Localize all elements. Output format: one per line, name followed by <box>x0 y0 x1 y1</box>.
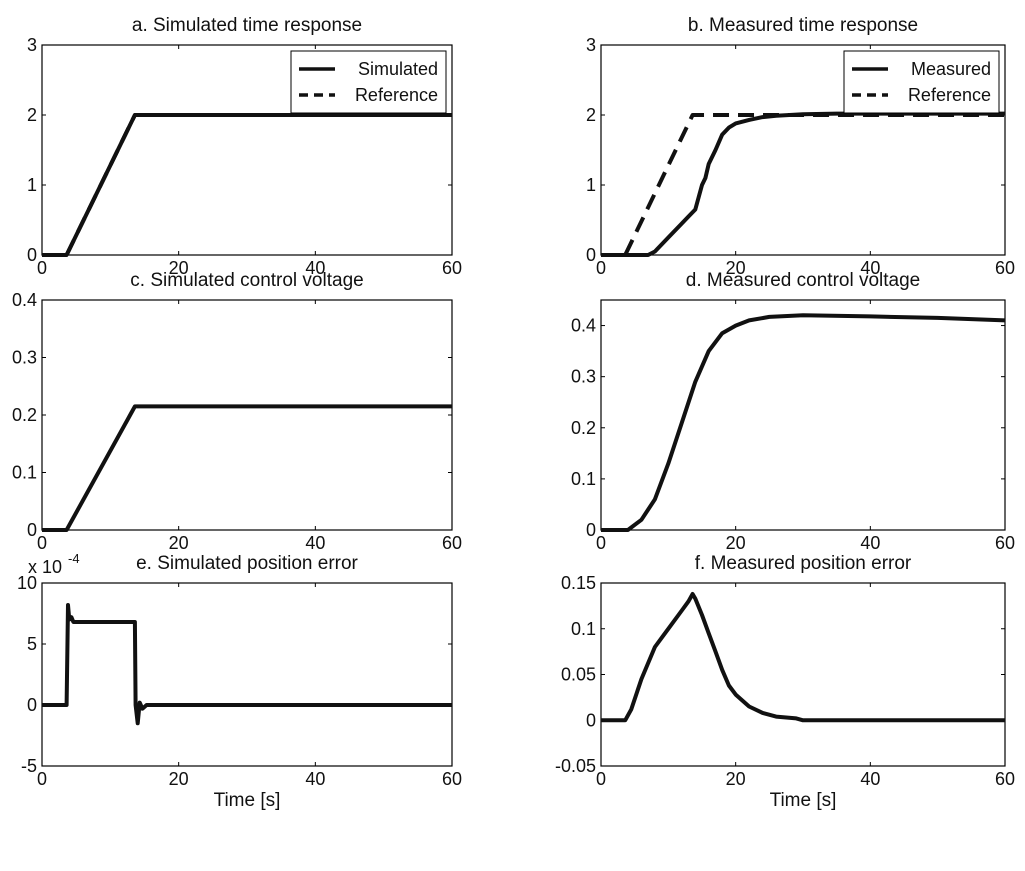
panel-f-ytick-label: 0.05 <box>561 665 596 685</box>
panel-e-xtick-label: 40 <box>305 769 325 789</box>
panel-e-ytick-label: 5 <box>27 634 37 654</box>
panel-b-xtick-label: 60 <box>995 258 1015 278</box>
panel-d-series-line <box>601 313 1006 532</box>
panel-e-y-multiplier-exponent: -4 <box>68 551 80 566</box>
panel-d-xtick-label: 40 <box>860 533 880 553</box>
panel-a-xtick-label: 0 <box>37 258 47 278</box>
panel-d-ytick-label: 0 <box>586 520 596 540</box>
panel-c-title: c. Simulated control voltage <box>130 270 363 291</box>
panel-a-legend-label-reference: Reference <box>355 85 438 105</box>
panel-f-title: f. Measured position error <box>695 553 912 574</box>
panel-f-series-line <box>601 592 1005 723</box>
panel-a-series-reference <box>42 113 452 257</box>
panel-b-title: b. Measured time response <box>688 15 918 36</box>
panel-f-xtick-label: 0 <box>596 769 606 789</box>
panel-f-xtick-label: 60 <box>995 769 1015 789</box>
panel-f-axes-frame <box>600 582 1006 767</box>
panel-f-xlabel: Time [s] <box>770 790 837 811</box>
panel-a-legend-label-simulated: Simulated <box>358 59 438 79</box>
panel-e-xtick-label: 0 <box>37 769 47 789</box>
panel-d-xtick-label: 20 <box>726 533 746 553</box>
panel-c-simulated-control-voltage: c. Simulated control voltage 0 20 40 60 0 0.1 0… <box>12 270 462 553</box>
panel-a-simulated-time-response: a. Simulated time response 0 20 40 60 0 1 2 3 Sim… <box>27 15 462 278</box>
panel-b-axes-frame <box>600 44 1006 256</box>
panel-e-xtick-label: 60 <box>442 769 462 789</box>
panel-b-ytick-label: 2 <box>586 105 596 125</box>
panel-c-xtick-label: 60 <box>442 533 462 553</box>
panel-c-xtick-label: 0 <box>37 533 47 553</box>
panel-e-series-line <box>42 603 452 726</box>
panel-c-axes-frame <box>41 299 453 531</box>
panel-b-ytick-label: 3 <box>586 35 596 55</box>
panel-c-xtick-label: 20 <box>169 533 189 553</box>
panel-c-ytick-label: 0 <box>27 520 37 540</box>
panel-a-ytick-label: 3 <box>27 35 37 55</box>
panel-d-xtick-label: 0 <box>596 533 606 553</box>
panel-b-legend-label-reference: Reference <box>908 85 991 105</box>
panel-e-xlabel: Time [s] <box>214 790 281 811</box>
panel-d-ytick-label: 0.2 <box>571 418 596 438</box>
panel-b-legend-label-measured: Measured <box>911 59 991 79</box>
panel-d-ytick-label: 0.1 <box>571 469 596 489</box>
panel-a-series-simulated <box>42 113 452 257</box>
panel-c-ytick-label: 0.2 <box>12 405 37 425</box>
panel-f-xtick-label: 20 <box>726 769 746 789</box>
panel-b-xtick-label: 20 <box>726 258 746 278</box>
panel-e-ytick-label: 10 <box>17 573 37 593</box>
panel-d-title: d. Measured control voltage <box>686 270 920 291</box>
panel-d-ytick-label: 0.3 <box>571 367 596 387</box>
panel-a-xtick-label: 60 <box>442 258 462 278</box>
panel-b-xtick-label: 0 <box>596 258 606 278</box>
panel-b-legend <box>843 50 1000 114</box>
panel-b-xtick-label: 40 <box>860 258 880 278</box>
panel-a-axes-frame <box>41 44 453 256</box>
panel-b-series-reference <box>601 113 1005 257</box>
panel-f-ytick-label: 0 <box>586 710 596 730</box>
panel-e-axes-frame <box>41 582 453 767</box>
panel-d-measured-control-voltage: d. Measured control voltage 0 20 40 60 0 0.1 0.… <box>571 270 1015 553</box>
panel-a-ytick-label: 0 <box>27 245 37 265</box>
panel-c-xtick-label: 40 <box>305 533 325 553</box>
panel-f-ytick-label: 0.15 <box>561 573 596 593</box>
panel-d-xtick-label: 60 <box>995 533 1015 553</box>
panel-e-ytick-label: -5 <box>21 756 37 776</box>
panel-e-y-multiplier: x 10 <box>28 557 62 577</box>
panel-a-title: a. Simulated time response <box>132 15 362 36</box>
panel-e-title: e. Simulated position error <box>136 553 358 574</box>
panel-d-ytick-label: 0.4 <box>571 316 596 336</box>
panel-a-xtick-label: 20 <box>169 258 189 278</box>
panel-e-xtick-label: 20 <box>169 769 189 789</box>
panel-c-series-line <box>42 404 452 532</box>
panel-f-ytick-label: 0.1 <box>571 619 596 639</box>
panel-b-ytick-label: 1 <box>586 175 596 195</box>
panel-b-series-measured <box>601 111 1005 257</box>
panel-c-ytick-label: 0.3 <box>12 348 37 368</box>
panel-a-xtick-label: 40 <box>305 258 325 278</box>
panel-f-xtick-label: 40 <box>860 769 880 789</box>
panel-c-ytick-label: 0.4 <box>12 290 37 310</box>
panel-d-axes-frame <box>600 299 1006 531</box>
panel-a-legend <box>290 50 447 114</box>
panel-b-measured-time-response: b. Measured time response 0 20 40 60 0 1 2 3 Meas… <box>586 15 1015 278</box>
panel-c-ytick-label: 0.1 <box>12 463 37 483</box>
panel-f-ytick-label: -0.05 <box>555 756 596 776</box>
panel-a-ytick-label: 2 <box>27 105 37 125</box>
panel-a-ytick-label: 1 <box>27 175 37 195</box>
panel-b-ytick-label: 0 <box>586 245 596 265</box>
panel-e-ytick-label: 0 <box>27 695 37 715</box>
